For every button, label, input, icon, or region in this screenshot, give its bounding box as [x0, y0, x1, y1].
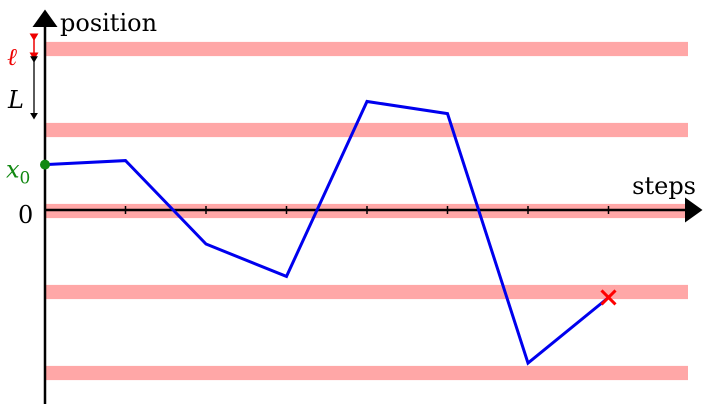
L-label: L: [7, 86, 24, 114]
start-point: [40, 160, 50, 170]
absorbing-band: [46, 123, 688, 137]
y-axis-label: position: [60, 9, 157, 37]
ell-label: ℓ: [7, 43, 17, 71]
walk-path: [45, 101, 609, 363]
absorbing-band: [46, 285, 688, 299]
walk-layer: [45, 101, 609, 363]
markers-layer: [40, 160, 616, 305]
zero-label: 0: [18, 201, 33, 229]
absorbing-band: [46, 42, 688, 56]
absorbing-band: [46, 366, 688, 380]
annotation-layer: x0 ℓL: [6, 38, 34, 189]
start-label: x0: [6, 156, 30, 189]
x-axis-label: steps: [632, 172, 696, 200]
